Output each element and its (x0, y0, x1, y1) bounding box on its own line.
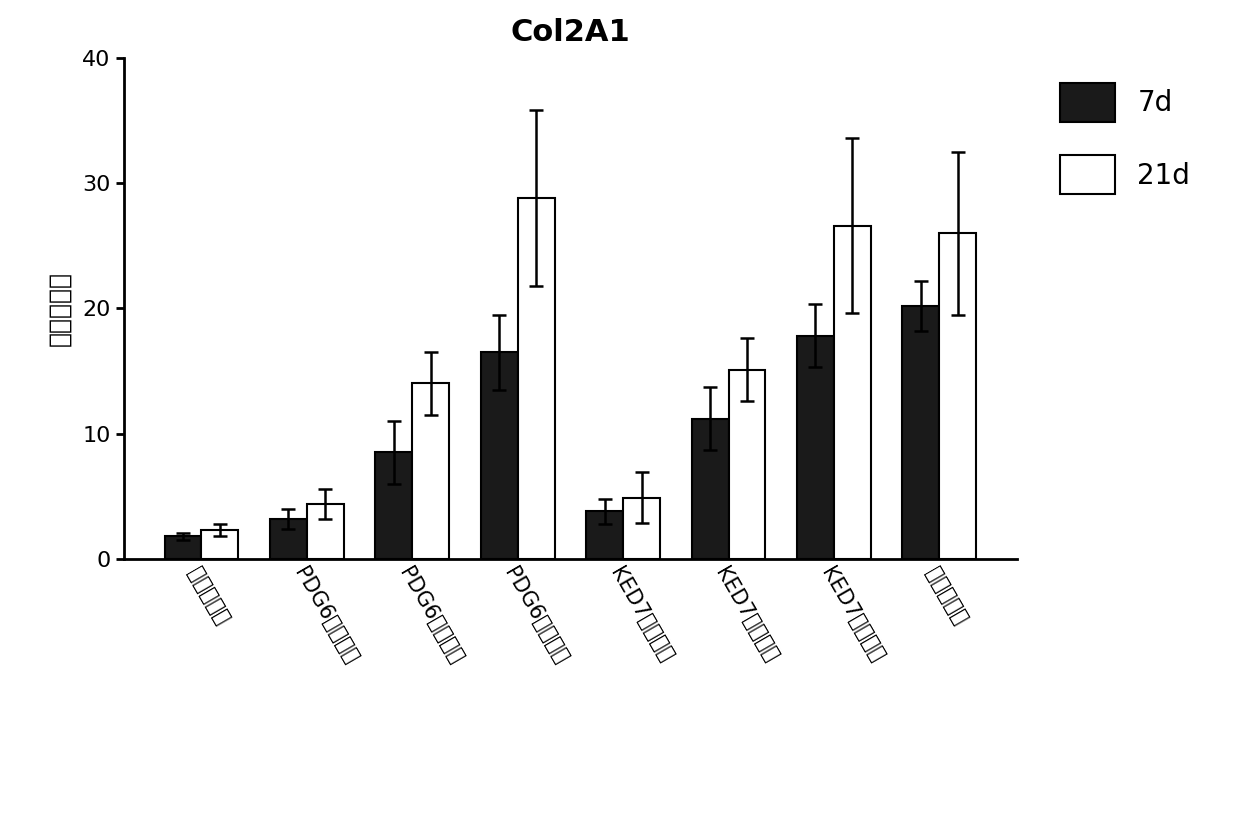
Bar (903, 306, 940, 559)
Bar (797, 336, 835, 559)
Bar (835, 225, 870, 559)
Bar (624, 497, 660, 559)
Bar (165, 537, 201, 559)
Legend: 7d, 21d: 7d, 21d (1049, 72, 1202, 206)
Bar (376, 452, 412, 559)
Bar (940, 233, 976, 559)
Bar (692, 418, 729, 559)
Bar (270, 519, 306, 559)
Bar (517, 198, 554, 559)
Bar (201, 530, 238, 559)
Y-axis label: 相对表达量: 相对表达量 (47, 270, 72, 346)
Bar (587, 511, 624, 559)
Bar (306, 504, 343, 559)
Bar (729, 370, 765, 559)
Bar (412, 383, 449, 559)
Title: Col2A1: Col2A1 (511, 18, 630, 47)
Bar (481, 352, 517, 559)
